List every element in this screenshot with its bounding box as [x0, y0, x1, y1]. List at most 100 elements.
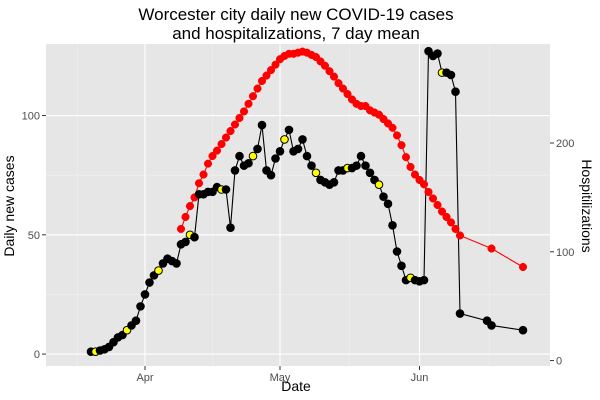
case-point: [388, 220, 397, 230]
x-tick-label: Apr: [136, 372, 153, 384]
y-axis-left-title: Daily new cases: [1, 155, 17, 256]
case-point: [446, 70, 456, 80]
hospitalization-point: [262, 71, 271, 80]
x-tick-label: May: [270, 372, 291, 384]
case-point: [136, 302, 145, 311]
y2-tick-label: 200: [556, 138, 574, 150]
hospitalization-point: [221, 133, 231, 142]
case-point: [356, 151, 366, 161]
hospitalization-point: [437, 207, 447, 216]
hospitalization-point: [244, 99, 253, 108]
hospitalization-point: [271, 60, 280, 69]
series-points: [86, 46, 528, 356]
case-point: [257, 120, 267, 130]
hospitalization-point: [397, 141, 406, 150]
case-point: [271, 154, 280, 163]
hospitalization-point: [181, 212, 190, 222]
y2-tick-label: 0: [556, 356, 562, 368]
chart-title-line-1: Worcester city daily new COVID-19 cases: [138, 5, 453, 24]
case-point: [298, 135, 307, 144]
case-point: [293, 144, 303, 154]
hospitalization-point: [455, 231, 465, 240]
case-point: [253, 144, 262, 154]
case-point: [383, 199, 393, 209]
case-point: [172, 259, 181, 268]
hospitalization-point: [239, 107, 249, 116]
hospitalization-point: [433, 200, 442, 210]
case-point-highlight: [280, 135, 289, 144]
hospitalization-point: [212, 146, 222, 155]
hospitalization-point: [217, 140, 226, 149]
case-point: [131, 316, 141, 325]
x-axis: Apr May Jun: [136, 366, 428, 384]
hospitalization-point: [518, 262, 528, 272]
hospitalization-point: [176, 224, 186, 233]
case-point: [145, 278, 154, 287]
case-point: [181, 237, 190, 247]
case-point: [190, 232, 199, 242]
hospitalization-point: [199, 170, 208, 179]
case-point: [365, 168, 375, 178]
minor-gridlines: [46, 44, 550, 366]
case-point: [518, 325, 528, 335]
hospitalization-point: [253, 84, 262, 93]
case-point: [487, 321, 496, 330]
x-tick-label: Jun: [411, 372, 429, 384]
case-point: [302, 151, 312, 161]
x-axis-title: Date: [281, 378, 311, 394]
hospitalization-point: [343, 89, 352, 99]
hospitalization-point: [442, 212, 451, 222]
case-point: [266, 170, 276, 180]
plot-panel: [46, 44, 550, 366]
hospitalization-point: [194, 179, 204, 188]
hospitalization-point: [185, 202, 195, 211]
hospitalization-point: [257, 76, 267, 86]
y-axis-right-title: Hospitilizations: [579, 159, 595, 252]
case-point: [361, 161, 370, 170]
case-point: [244, 158, 253, 168]
hospitalization-point: [424, 187, 433, 196]
case-point: [352, 161, 361, 170]
hospitalization-point: [226, 126, 235, 136]
case-point: [221, 185, 231, 194]
hospitalization-point: [401, 153, 411, 162]
case-point: [433, 49, 442, 58]
hospitalization-point: [338, 84, 348, 93]
case-point: [235, 151, 244, 161]
hospitalization-point: [325, 67, 334, 76]
hospitalization-point: [320, 61, 330, 70]
hospitalization-point: [208, 151, 217, 161]
hospitalization-point: [230, 120, 240, 129]
hospitalization-point: [410, 170, 420, 179]
case-point-highlight: [311, 168, 321, 178]
y-tick-label: 50: [28, 230, 40, 242]
case-point-highlight: [374, 180, 384, 190]
y2-tick-label: 100: [556, 247, 574, 259]
hospitalization-point: [428, 194, 438, 203]
hospitalization-point: [334, 79, 343, 88]
case-point: [379, 192, 388, 201]
case-point: [392, 247, 402, 256]
hospitalization-point: [446, 218, 456, 227]
chart-title-line-2: and hospitalizations, 7 day mean: [172, 24, 420, 43]
case-point-highlight: [248, 151, 258, 161]
hospitalization-point: [329, 72, 339, 81]
hospitalization-point: [248, 92, 258, 101]
case-point: [275, 147, 285, 156]
hospitalization-point: [419, 180, 429, 189]
case-point: [307, 161, 316, 170]
case-point: [397, 261, 406, 271]
y-axis-right: 0 100 200: [550, 138, 574, 368]
hospitalization-point: [451, 224, 460, 233]
hospitalization-point: [266, 66, 276, 75]
case-point: [140, 290, 150, 299]
case-point-highlight: [154, 266, 163, 275]
y-axis-left: 0 50 100: [22, 111, 46, 361]
hospitalization-point: [235, 113, 244, 123]
case-point: [230, 166, 240, 175]
hospitalization-point: [487, 244, 496, 253]
case-point: [284, 125, 294, 135]
case-point: [226, 223, 235, 232]
